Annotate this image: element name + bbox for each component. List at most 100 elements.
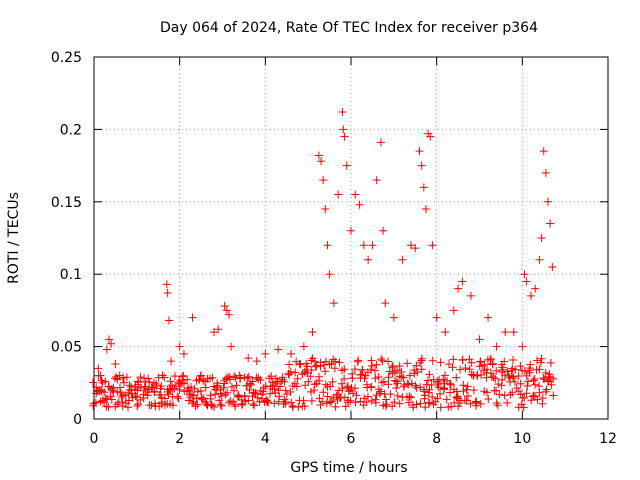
data-point	[467, 358, 476, 367]
data-point	[332, 391, 341, 400]
data-point	[170, 372, 179, 381]
data-point	[209, 328, 218, 337]
data-point	[395, 372, 404, 381]
data-point	[338, 366, 347, 375]
data-point	[321, 367, 330, 376]
data-point	[518, 342, 527, 351]
y-tick-label: 0.1	[60, 267, 82, 283]
data-point	[173, 392, 182, 401]
data-point	[527, 396, 536, 405]
data-point	[261, 349, 270, 358]
data-point	[119, 373, 128, 382]
data-point	[338, 108, 347, 117]
data-point	[326, 382, 335, 391]
data-point	[338, 384, 347, 393]
data-point	[168, 401, 177, 410]
data-point	[486, 354, 495, 363]
data-point	[428, 356, 437, 365]
data-point	[509, 356, 518, 365]
data-point	[97, 376, 106, 385]
data-point	[226, 375, 235, 384]
data-point	[108, 386, 117, 395]
data-point	[216, 400, 225, 409]
data-point	[164, 316, 173, 325]
data-point	[541, 368, 550, 377]
data-point	[482, 373, 491, 382]
data-point	[274, 386, 283, 395]
data-point	[149, 378, 158, 387]
data-point	[514, 372, 523, 381]
data-point	[299, 342, 308, 351]
data-point	[504, 371, 513, 380]
data-point	[267, 372, 276, 381]
data-point	[344, 398, 353, 407]
data-point	[230, 372, 239, 381]
data-point	[462, 385, 471, 394]
data-point	[367, 383, 376, 392]
data-point	[282, 390, 291, 399]
data-point	[428, 393, 437, 402]
data-point	[417, 356, 426, 365]
data-point	[334, 386, 343, 395]
data-point	[473, 371, 482, 380]
data-point	[413, 367, 422, 376]
data-point	[141, 386, 150, 395]
data-point	[453, 392, 462, 401]
data-point	[170, 384, 179, 393]
data-point	[426, 132, 435, 141]
data-point	[217, 401, 226, 410]
data-point	[162, 280, 171, 289]
data-point	[233, 392, 242, 401]
data-point	[285, 360, 294, 369]
data-point	[300, 402, 309, 411]
data-point	[219, 383, 228, 392]
data-point	[416, 399, 425, 408]
data-point	[227, 382, 236, 391]
data-point	[454, 284, 463, 293]
data-point	[111, 359, 120, 368]
data-point	[263, 398, 272, 407]
data-point	[489, 373, 498, 382]
data-point	[240, 392, 249, 401]
data-point	[411, 381, 420, 390]
data-point	[421, 205, 430, 214]
data-point	[224, 398, 233, 407]
data-point	[475, 335, 484, 344]
data-point	[407, 379, 416, 388]
data-point	[199, 394, 208, 403]
data-point	[229, 386, 238, 395]
data-point	[179, 379, 188, 388]
data-point	[420, 387, 429, 396]
data-point	[334, 190, 343, 199]
data-point	[177, 378, 186, 387]
data-point	[319, 388, 328, 397]
data-point	[407, 393, 416, 402]
data-point	[537, 234, 546, 242]
data-point	[440, 384, 449, 393]
data-point	[375, 389, 384, 398]
data-point	[439, 375, 448, 384]
data-point	[540, 375, 549, 384]
data-point	[463, 391, 472, 400]
data-point	[520, 393, 529, 402]
data-point	[405, 392, 414, 401]
data-point	[364, 255, 373, 264]
data-point	[465, 355, 474, 364]
data-point	[404, 398, 413, 407]
axis-ticks	[93, 56, 609, 420]
data-point	[472, 398, 481, 407]
data-point	[275, 392, 284, 401]
data-point	[469, 386, 478, 395]
y-tick-label: 0	[73, 412, 82, 428]
data-point	[270, 384, 279, 393]
data-point	[310, 357, 319, 366]
data-point	[541, 168, 550, 177]
data-point	[514, 387, 523, 396]
data-point	[96, 371, 105, 380]
data-point	[227, 342, 236, 351]
data-point	[337, 379, 346, 388]
data-point	[449, 355, 458, 364]
data-point	[395, 362, 404, 371]
data-point	[531, 284, 540, 293]
